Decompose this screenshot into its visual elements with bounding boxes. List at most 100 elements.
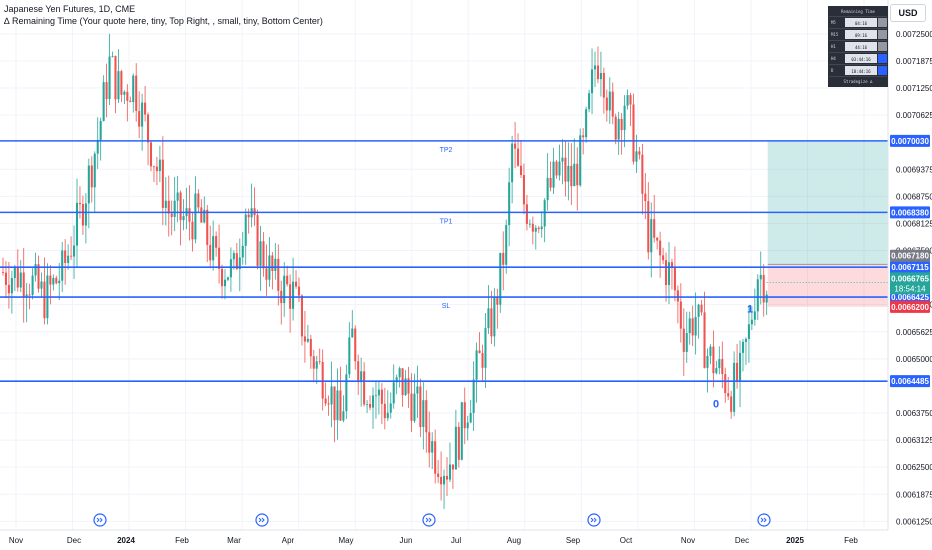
price-tick-label: 0.0070625 (896, 111, 932, 120)
indicator-title[interactable]: ∆ Remaining Time (Your quote here, tiny,… (4, 16, 323, 26)
candle-body (685, 333, 688, 352)
candle-body (176, 192, 179, 201)
candle (389, 392, 392, 419)
candle (499, 252, 502, 313)
candle-body (508, 182, 511, 226)
candle-body (147, 114, 150, 143)
candle (454, 409, 457, 470)
candle-body (114, 55, 117, 100)
remaining-time-value: 44:16 (845, 42, 877, 51)
time-axis[interactable]: Nov Dec 2024 Feb Mar Apr May Jun Jul Aug Sep Oct Nov… (0, 513, 888, 550)
candle (703, 291, 706, 369)
candle (700, 300, 703, 316)
remaining-time-tf: H1 (831, 44, 836, 49)
candle (149, 140, 153, 172)
candle (736, 344, 739, 389)
candle-body (448, 464, 451, 480)
candle-body (626, 95, 629, 106)
candle (724, 367, 727, 403)
candle-body (546, 177, 549, 201)
last-price-label: 0.0066765 (891, 274, 929, 283)
price-tick-label: 0.0069375 (896, 165, 932, 174)
candle (173, 176, 176, 232)
event-marker-icon[interactable] (93, 513, 107, 527)
candle (591, 48, 594, 115)
candle (543, 198, 546, 243)
candle-body (445, 475, 449, 480)
candle-body (223, 279, 227, 287)
price-tick-label: 0.0068750 (896, 192, 932, 201)
candle-body (144, 102, 147, 115)
entry-price-tag: 0.0067180 (891, 252, 929, 261)
candle (537, 225, 540, 234)
candle-body (203, 209, 206, 223)
candle-body (152, 166, 155, 168)
candle-body (229, 259, 232, 278)
candle-body (511, 143, 514, 183)
candle-body (629, 95, 632, 105)
candle-body (703, 312, 706, 368)
event-marker-icon[interactable] (587, 513, 601, 527)
candle-body (132, 75, 135, 103)
candle-body (744, 338, 747, 342)
candle-body (481, 353, 484, 368)
event-marker-icon[interactable] (757, 513, 771, 527)
candle-body (315, 361, 318, 369)
candle-body (235, 253, 238, 270)
candle (478, 332, 481, 354)
candle (363, 362, 366, 407)
candle-body (43, 281, 46, 319)
candle-body (682, 328, 685, 352)
candle-body (653, 219, 656, 238)
candle (540, 211, 543, 238)
horizontal-levels[interactable] (0, 140, 888, 382)
candle-body (96, 139, 99, 154)
stop-zone (767, 264, 888, 307)
candle (164, 177, 167, 226)
candle (694, 292, 697, 355)
candle (46, 263, 49, 325)
candle-body (345, 374, 348, 412)
candle (496, 288, 499, 329)
candle (585, 106, 588, 143)
event-marker-circle (757, 513, 771, 527)
candle (366, 400, 369, 413)
candle (632, 93, 635, 165)
candle-body (81, 204, 84, 226)
symbol-title[interactable]: Japanese Yen Futures, 1D, CME (4, 4, 136, 14)
candle (475, 342, 478, 403)
candle-body (407, 378, 410, 394)
candle (292, 257, 295, 321)
currency-button[interactable]: USD (890, 4, 926, 22)
time-axis-label: Oct (620, 536, 633, 545)
level-price-tag-bg (890, 375, 930, 388)
candle-body (286, 275, 289, 285)
candle (271, 252, 274, 290)
candle-body (73, 245, 76, 257)
candle (762, 264, 765, 317)
candle (434, 429, 437, 484)
candle-body (478, 350, 481, 354)
event-marker-icon[interactable] (422, 513, 436, 527)
candle (250, 183, 253, 228)
candle (318, 348, 321, 365)
candle (339, 366, 342, 421)
candle-body (709, 346, 712, 356)
candle-body (90, 165, 93, 188)
candles (1, 33, 768, 509)
candle-body (179, 192, 182, 221)
candle (712, 330, 715, 388)
candle-body (22, 272, 25, 298)
candle (472, 361, 475, 431)
price-axis[interactable]: 0.0072500 0.0071875 0.0071250 0.0070625 0.00… (887, 0, 932, 550)
candle (194, 176, 197, 244)
event-marker-icon[interactable] (255, 513, 269, 527)
candle (10, 270, 13, 314)
candle (445, 457, 449, 497)
candle-body (369, 403, 372, 408)
candle-body (765, 294, 768, 303)
candle (212, 220, 215, 271)
remaining-time-row: D 18:44:16 (829, 64, 887, 76)
candle (517, 133, 520, 167)
